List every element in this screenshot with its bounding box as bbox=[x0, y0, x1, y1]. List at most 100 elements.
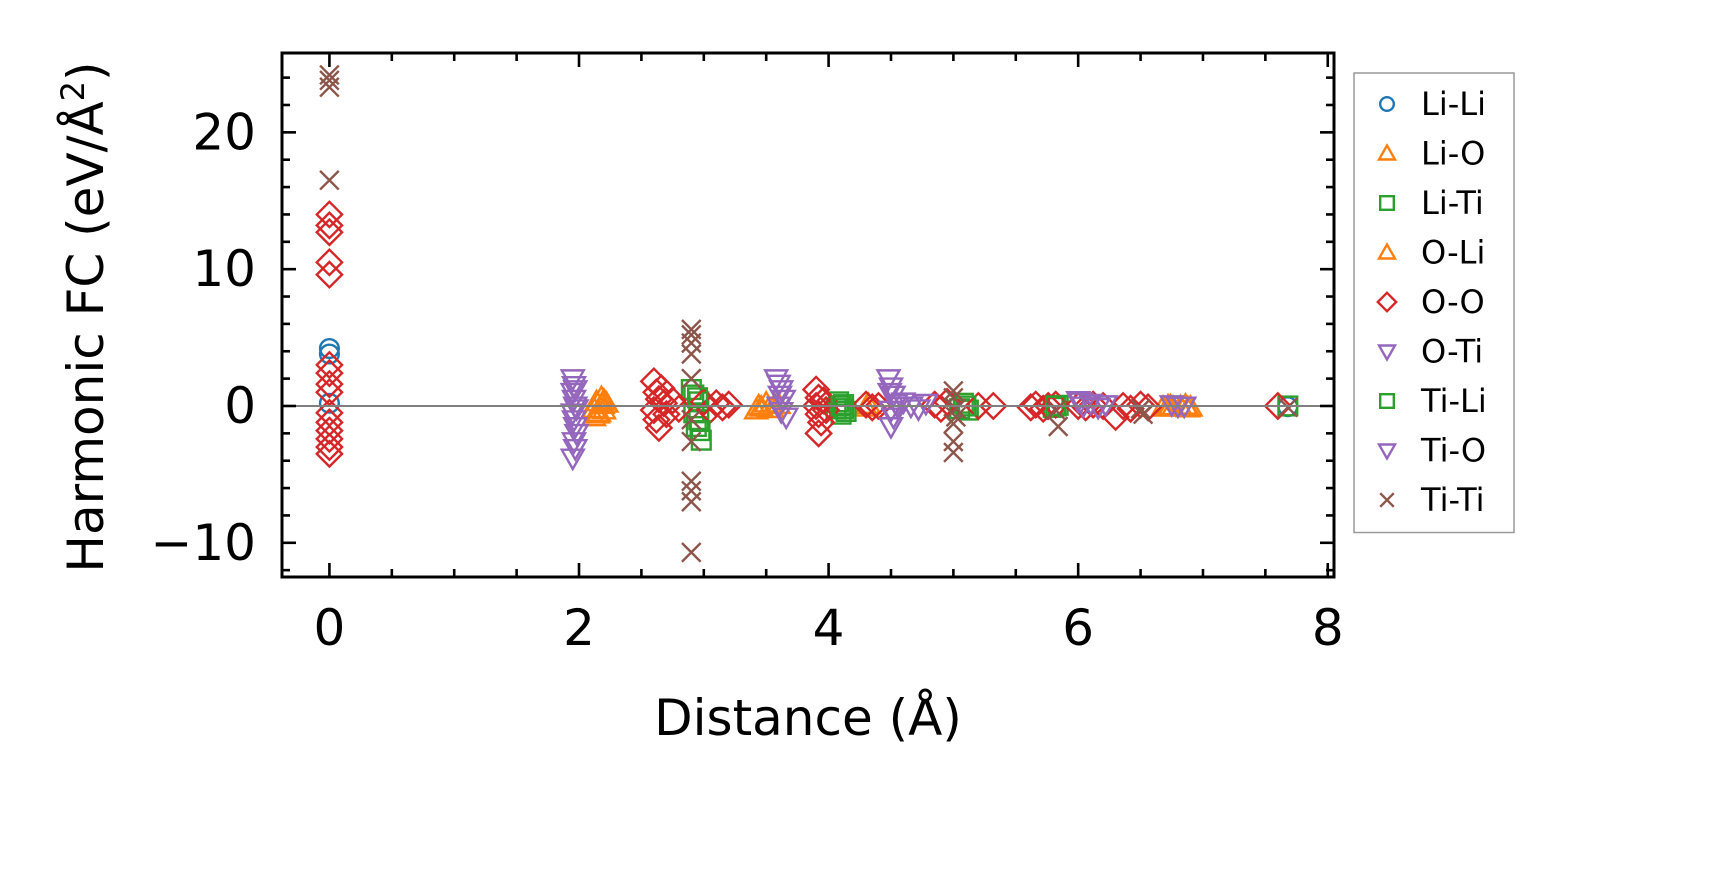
legend-label: Ti-O bbox=[1420, 432, 1486, 470]
data-point-li-ti bbox=[957, 399, 979, 421]
data-point-o-ti bbox=[559, 369, 586, 393]
data-point-o-o bbox=[315, 260, 344, 289]
data-point-o-o bbox=[315, 424, 344, 454]
data-point-ti-o bbox=[563, 399, 590, 423]
legend-item-li-o: Li-O bbox=[1376, 135, 1485, 173]
legend-item-li-li: Li-Li bbox=[1378, 85, 1486, 123]
y-axis-label-main: Harmonic FC (eV/Å bbox=[57, 101, 115, 572]
data-point-li-li bbox=[318, 392, 340, 414]
legend-item-ti-li: Ti-Li bbox=[1378, 382, 1487, 420]
data-point-o-ti bbox=[559, 403, 586, 427]
data-point-ti-ti bbox=[1132, 403, 1154, 425]
y-tick-label: −10 bbox=[150, 514, 256, 572]
legend-item-o-li: O-Li bbox=[1376, 234, 1485, 272]
data-point-ti-o bbox=[1164, 396, 1192, 420]
legend-marker bbox=[1379, 492, 1395, 508]
legend-item-ti-o: Ti-O bbox=[1376, 432, 1486, 470]
data-point-o-o bbox=[801, 375, 831, 404]
data-point-li-o bbox=[580, 403, 608, 427]
data-point-o-ti bbox=[897, 396, 925, 420]
data-point-ti-ti bbox=[681, 343, 702, 365]
legend-marker bbox=[1376, 443, 1398, 461]
data-point-o-o bbox=[315, 439, 344, 469]
data-point-ti-ti bbox=[681, 431, 702, 452]
data-point-o-o bbox=[658, 386, 687, 415]
x-axis-label: Distance (Å) bbox=[654, 689, 962, 747]
data-point-o-o bbox=[649, 388, 679, 418]
legend-marker bbox=[1378, 194, 1395, 211]
data-point-o-ti bbox=[560, 410, 588, 434]
legend-label: O-Li bbox=[1421, 234, 1485, 272]
data-point-o-o bbox=[708, 393, 737, 422]
legend-marker bbox=[1378, 95, 1395, 112]
y-axis-label: Harmonic FC (eV/Å2) bbox=[54, 61, 115, 572]
x-tick-label: 0 bbox=[314, 599, 346, 657]
data-point-o-o bbox=[851, 390, 881, 419]
data-point-ti-ti bbox=[1048, 416, 1069, 437]
data-point-o-ti bbox=[875, 369, 902, 393]
data-point-li-li bbox=[318, 337, 340, 360]
data-point-o-o bbox=[315, 350, 344, 380]
data-point-ti-ti bbox=[943, 431, 964, 452]
series-o-o bbox=[315, 200, 1293, 469]
data-point-o-ti bbox=[773, 407, 800, 431]
data-point-li-ti bbox=[952, 392, 974, 414]
data-point-ti-ti bbox=[681, 368, 702, 389]
data-point-o-o bbox=[689, 387, 719, 417]
legend-marker bbox=[1378, 393, 1395, 410]
legend-marker bbox=[1376, 143, 1398, 161]
data-point-ti-ti bbox=[945, 406, 967, 428]
data-point-o-ti bbox=[877, 417, 905, 440]
data-point-ti-o bbox=[562, 380, 589, 403]
data-point-ti-ti bbox=[943, 380, 964, 402]
legend-item-li-ti: Li-Ti bbox=[1378, 184, 1484, 222]
data-point-o-o bbox=[315, 200, 344, 229]
data-point-ti-ti bbox=[681, 480, 702, 502]
data-point-o-o bbox=[804, 383, 833, 413]
legend-item-o-ti: O-Ti bbox=[1376, 333, 1483, 371]
data-point-o-li bbox=[589, 391, 616, 415]
legend-marker bbox=[1376, 291, 1398, 313]
data-point-ti-li bbox=[689, 420, 711, 442]
data-point-ti-o bbox=[876, 382, 903, 406]
data-point-ti-ti bbox=[943, 413, 964, 434]
data-point-o-o bbox=[714, 390, 744, 419]
y-axis-label-close: ) bbox=[57, 61, 115, 81]
y-axis-label-superscript: 2 bbox=[54, 81, 92, 101]
data-point-ti-li bbox=[833, 398, 855, 420]
data-point-ti-ti bbox=[319, 170, 340, 191]
legend-label: Ti-Ti bbox=[1420, 481, 1485, 519]
data-point-o-o bbox=[315, 432, 344, 462]
legend-item-ti-ti: Ti-Ti bbox=[1379, 481, 1485, 519]
legend-item-o-o: O-O bbox=[1376, 283, 1485, 321]
legend-label: Ti-Li bbox=[1420, 382, 1487, 420]
data-point-o-o bbox=[315, 358, 344, 388]
data-point-o-o bbox=[963, 391, 993, 421]
x-tick-label: 6 bbox=[1062, 599, 1094, 657]
data-point-o-o bbox=[315, 247, 344, 277]
data-point-ti-ti bbox=[681, 491, 702, 512]
data-point-ti-o bbox=[1067, 392, 1094, 416]
y-tick-label: 10 bbox=[192, 240, 256, 298]
data-point-o-o bbox=[315, 416, 344, 445]
series-ti-ti bbox=[319, 64, 1299, 563]
legend-label: Li-Ti bbox=[1421, 184, 1484, 222]
series-ti-o bbox=[562, 380, 1192, 423]
data-point-o-o bbox=[644, 413, 674, 443]
data-point-ti-o bbox=[884, 396, 911, 420]
x-tick-label: 2 bbox=[563, 599, 595, 657]
legend: Li-Li Li-O Li-Ti O-Li O-O O-Ti Ti-Li Ti-O Ti-Ti bbox=[1353, 72, 1515, 534]
x-tick-label: 4 bbox=[813, 599, 845, 657]
data-point-o-ti bbox=[1085, 397, 1112, 421]
tick-labels-layer: 0 2 4 6 8 −10 0 10 20 bbox=[150, 103, 1343, 657]
data-point-ti-ti bbox=[319, 77, 340, 98]
data-point-ti-ti bbox=[1277, 397, 1299, 418]
data-point-o-o bbox=[315, 211, 344, 240]
data-point-o-ti bbox=[912, 393, 939, 417]
y-tick-label: 0 bbox=[224, 377, 256, 435]
x-tick-label: 8 bbox=[1312, 599, 1344, 657]
data-point-o-o bbox=[804, 418, 833, 448]
legend-marker bbox=[1376, 242, 1398, 260]
data-point-ti-ti bbox=[681, 542, 702, 563]
